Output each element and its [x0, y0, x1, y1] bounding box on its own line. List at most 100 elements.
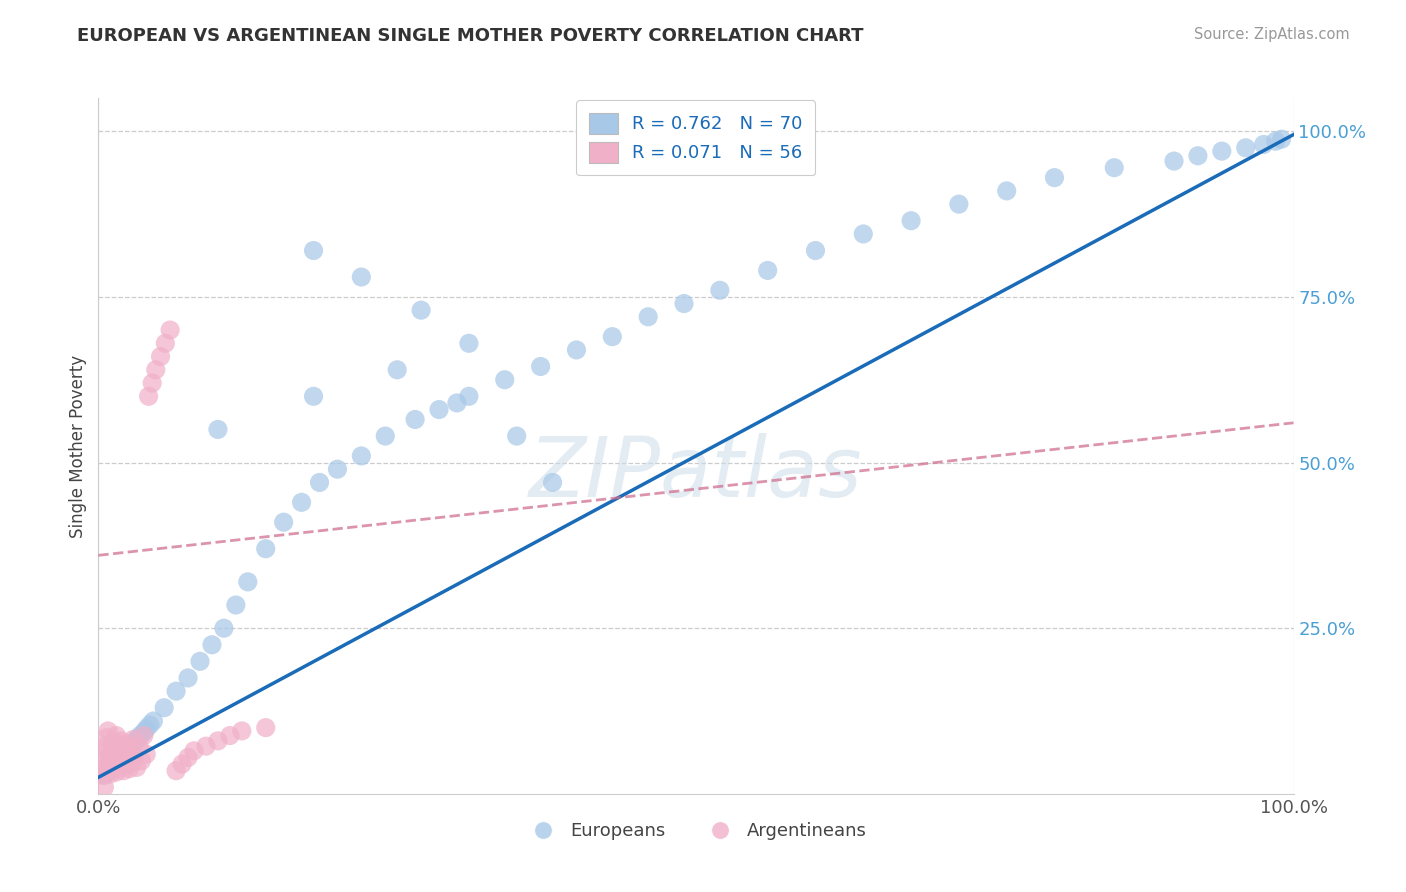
Point — [96, 731, 118, 745]
Point — [101, 757, 124, 772]
Point — [900, 213, 922, 227]
Point — [115, 737, 138, 751]
Point — [183, 744, 205, 758]
Point — [236, 574, 259, 589]
Point — [374, 429, 396, 443]
Point — [110, 734, 132, 748]
Point — [637, 310, 659, 324]
Point — [117, 754, 139, 768]
Point — [124, 734, 146, 748]
Point — [756, 263, 779, 277]
Point — [103, 735, 125, 749]
Point — [98, 755, 121, 769]
Point — [139, 718, 162, 732]
Point — [98, 747, 122, 761]
Point — [107, 752, 129, 766]
Point — [446, 396, 468, 410]
Point — [108, 740, 131, 755]
Point — [219, 729, 242, 743]
Text: EUROPEAN VS ARGENTINEAN SINGLE MOTHER POVERTY CORRELATION CHART: EUROPEAN VS ARGENTINEAN SINGLE MOTHER PO… — [77, 27, 863, 45]
Point — [112, 747, 135, 761]
Point — [188, 654, 211, 668]
Point — [117, 741, 139, 756]
Point — [111, 748, 134, 763]
Point — [427, 402, 450, 417]
Point — [120, 740, 142, 755]
Point — [94, 739, 117, 754]
Point — [121, 755, 143, 769]
Point — [254, 541, 277, 556]
Y-axis label: Single Mother Poverty: Single Mother Poverty — [69, 354, 87, 538]
Point — [177, 750, 200, 764]
Point — [135, 722, 157, 736]
Point — [93, 762, 115, 776]
Point — [207, 734, 229, 748]
Point — [93, 780, 115, 795]
Point — [107, 760, 129, 774]
Point — [852, 227, 875, 241]
Point — [673, 296, 696, 310]
Point — [291, 495, 314, 509]
Point — [709, 283, 731, 297]
Point — [172, 757, 194, 772]
Point — [273, 515, 295, 529]
Point — [98, 763, 121, 777]
Point — [145, 363, 167, 377]
Point — [129, 729, 152, 743]
Point — [565, 343, 588, 357]
Point — [177, 671, 200, 685]
Point — [385, 363, 409, 377]
Point — [118, 762, 141, 776]
Text: ZIPatlas: ZIPatlas — [529, 434, 863, 515]
Point — [93, 744, 115, 758]
Point — [132, 729, 155, 743]
Point — [141, 376, 163, 390]
Point — [124, 750, 146, 764]
Point — [195, 739, 218, 754]
Point — [108, 756, 131, 770]
Point — [97, 759, 120, 773]
Point — [1234, 141, 1257, 155]
Point — [1043, 170, 1066, 185]
Point — [100, 762, 122, 776]
Point — [207, 422, 229, 436]
Point — [159, 323, 181, 337]
Point — [98, 767, 122, 781]
Point — [103, 757, 125, 772]
Point — [127, 731, 149, 746]
Point — [104, 752, 127, 766]
Point — [105, 755, 128, 769]
Point — [165, 684, 187, 698]
Point — [105, 729, 128, 743]
Point — [1271, 132, 1294, 146]
Point — [411, 303, 433, 318]
Point — [948, 197, 970, 211]
Point — [350, 449, 373, 463]
Point — [212, 621, 235, 635]
Point — [125, 760, 148, 774]
Point — [122, 732, 145, 747]
Point — [350, 270, 373, 285]
Text: Source: ZipAtlas.com: Source: ZipAtlas.com — [1194, 27, 1350, 42]
Point — [302, 244, 325, 258]
Point — [225, 598, 247, 612]
Point — [115, 744, 138, 758]
Point — [105, 764, 128, 779]
Point — [1104, 161, 1126, 175]
Point — [112, 764, 135, 778]
Point — [110, 749, 132, 764]
Point — [93, 768, 115, 782]
Point — [458, 336, 481, 351]
Point — [131, 754, 153, 768]
Legend: Europeans, Argentineans: Europeans, Argentineans — [517, 815, 875, 847]
Point — [120, 739, 142, 754]
Point — [201, 638, 224, 652]
Point — [165, 764, 187, 778]
Point — [91, 754, 114, 768]
Point — [1187, 149, 1209, 163]
Point — [458, 389, 481, 403]
Point — [1163, 154, 1185, 169]
Point — [231, 723, 253, 738]
Point — [91, 768, 114, 782]
Point — [506, 429, 529, 443]
